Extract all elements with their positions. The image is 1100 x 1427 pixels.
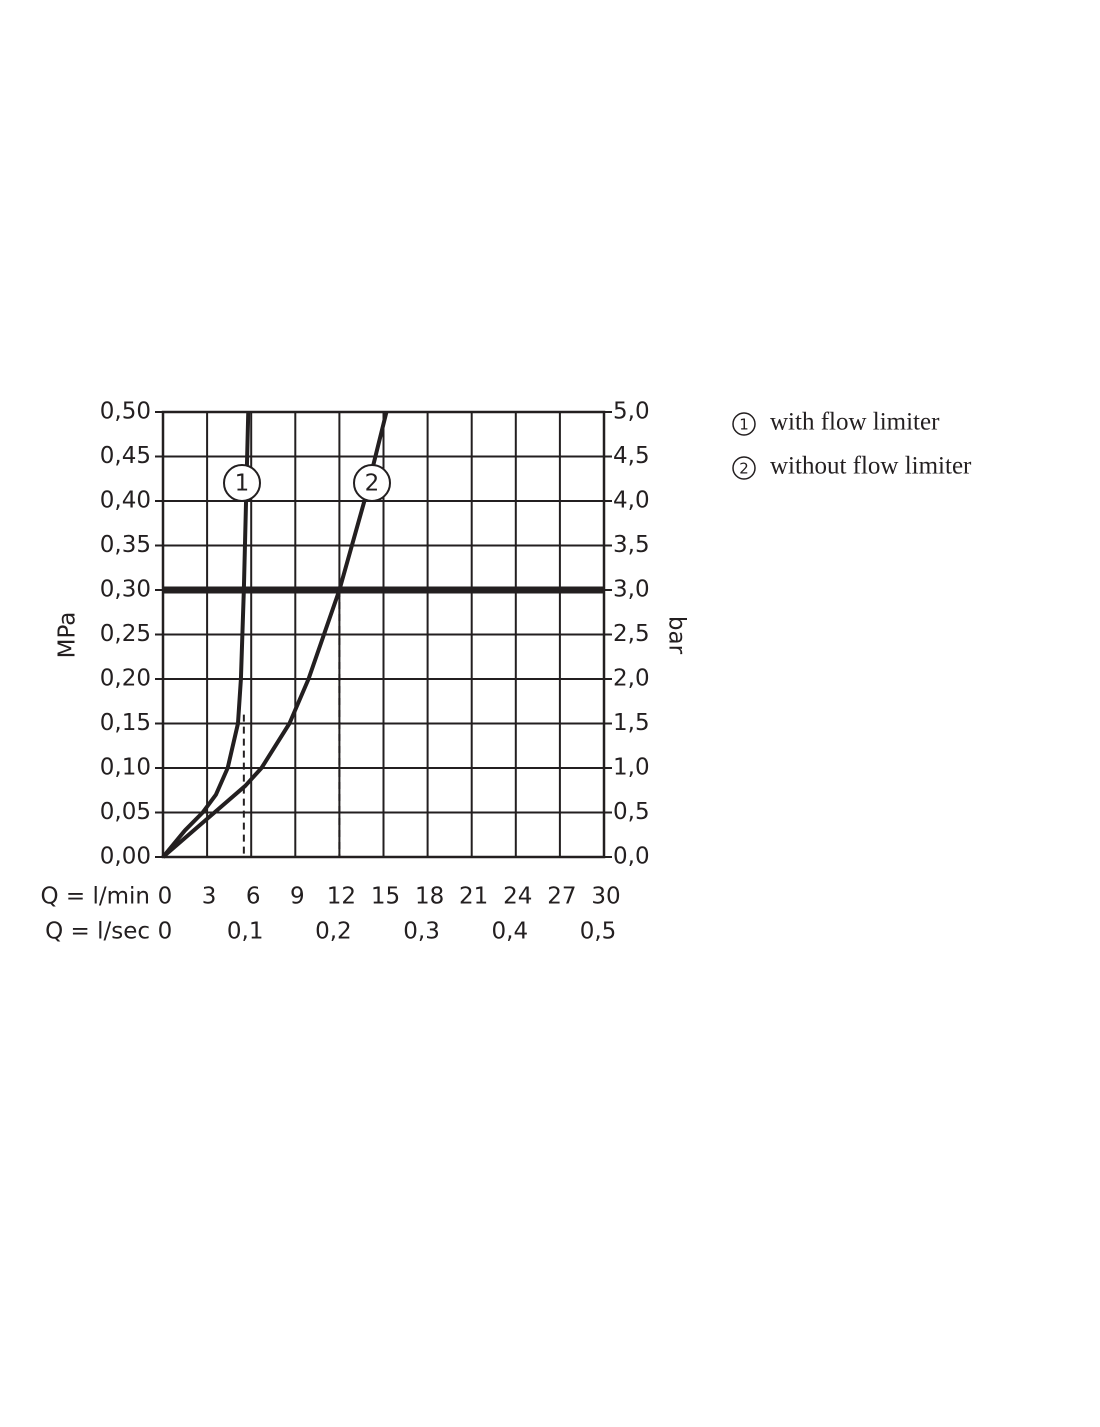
- y2-tick-label: 3,5: [613, 532, 650, 558]
- y2-tick-label: 2,0: [613, 666, 650, 692]
- y2-tick-label: 0,5: [613, 799, 650, 825]
- y-tick-label: 0,50: [100, 399, 151, 425]
- y2-axis-label: bar: [664, 616, 690, 655]
- legend-symbol: [732, 412, 756, 436]
- x2-tick-label: 0,2: [315, 919, 352, 945]
- x-tick-label: 3: [202, 884, 217, 910]
- legend-symbol-label: 1: [739, 416, 749, 434]
- y-tick-label: 0,00: [100, 844, 151, 870]
- x2-tick-label: 0,5: [580, 919, 617, 945]
- y2-tick-label: 0,0: [613, 844, 650, 870]
- legend-symbol-label: 2: [739, 460, 749, 478]
- x-tick-label: 6: [246, 884, 261, 910]
- curve-tag-label: 2: [365, 471, 380, 497]
- y2-tick-label: 2,5: [613, 621, 650, 647]
- y-tick-label: 0,20: [100, 666, 151, 692]
- x-tick-label: 9: [290, 884, 305, 910]
- y2-tick-label: 4,5: [613, 443, 650, 469]
- x-tick-label: 27: [547, 884, 576, 910]
- y2-tick-label: 3,0: [613, 577, 650, 603]
- curve: [161, 411, 251, 859]
- y-tick-label: 0,35: [100, 532, 151, 558]
- curve: [161, 411, 389, 859]
- y2-tick-label: 5,0: [613, 399, 650, 425]
- x2-tick-label: 0: [158, 919, 173, 945]
- x-tick-label: 12: [327, 884, 356, 910]
- x-tick-label: 30: [591, 884, 620, 910]
- y-tick-label: 0,30: [100, 577, 151, 603]
- x2-axis-label: Q = l/sec: [45, 919, 150, 945]
- legend-entry: without flow limiter: [770, 453, 972, 480]
- y-tick-label: 0,45: [100, 443, 151, 469]
- y-tick-label: 0,05: [100, 799, 151, 825]
- x2-tick-label: 0,3: [403, 919, 440, 945]
- x-tick-label: 18: [415, 884, 444, 910]
- x-axis-label: Q = l/min: [40, 884, 150, 910]
- x-tick-label: 15: [371, 884, 400, 910]
- curve-tag: [353, 464, 391, 502]
- y-axis-label: MPa: [55, 612, 81, 659]
- y-tick-label: 0,25: [100, 621, 151, 647]
- x2-tick-label: 0,4: [492, 919, 529, 945]
- y2-tick-label: 1,0: [613, 755, 650, 781]
- x-tick-label: 21: [459, 884, 488, 910]
- plot-frame: [161, 410, 606, 859]
- curve-tag-label: 1: [235, 471, 250, 497]
- y2-tick-label: 1,5: [613, 710, 650, 736]
- x2-tick-label: 0,1: [227, 919, 264, 945]
- y-tick-label: 0,15: [100, 710, 151, 736]
- x-tick-label: 0: [158, 884, 173, 910]
- x-tick-label: 24: [503, 884, 532, 910]
- legend-entry: with flow limiter: [770, 409, 940, 436]
- y-tick-label: 0,10: [100, 755, 151, 781]
- y-tick-label: 0,40: [100, 488, 151, 514]
- y2-tick-label: 4,0: [613, 488, 650, 514]
- curve-tag: [223, 464, 261, 502]
- legend-symbol: [732, 456, 756, 480]
